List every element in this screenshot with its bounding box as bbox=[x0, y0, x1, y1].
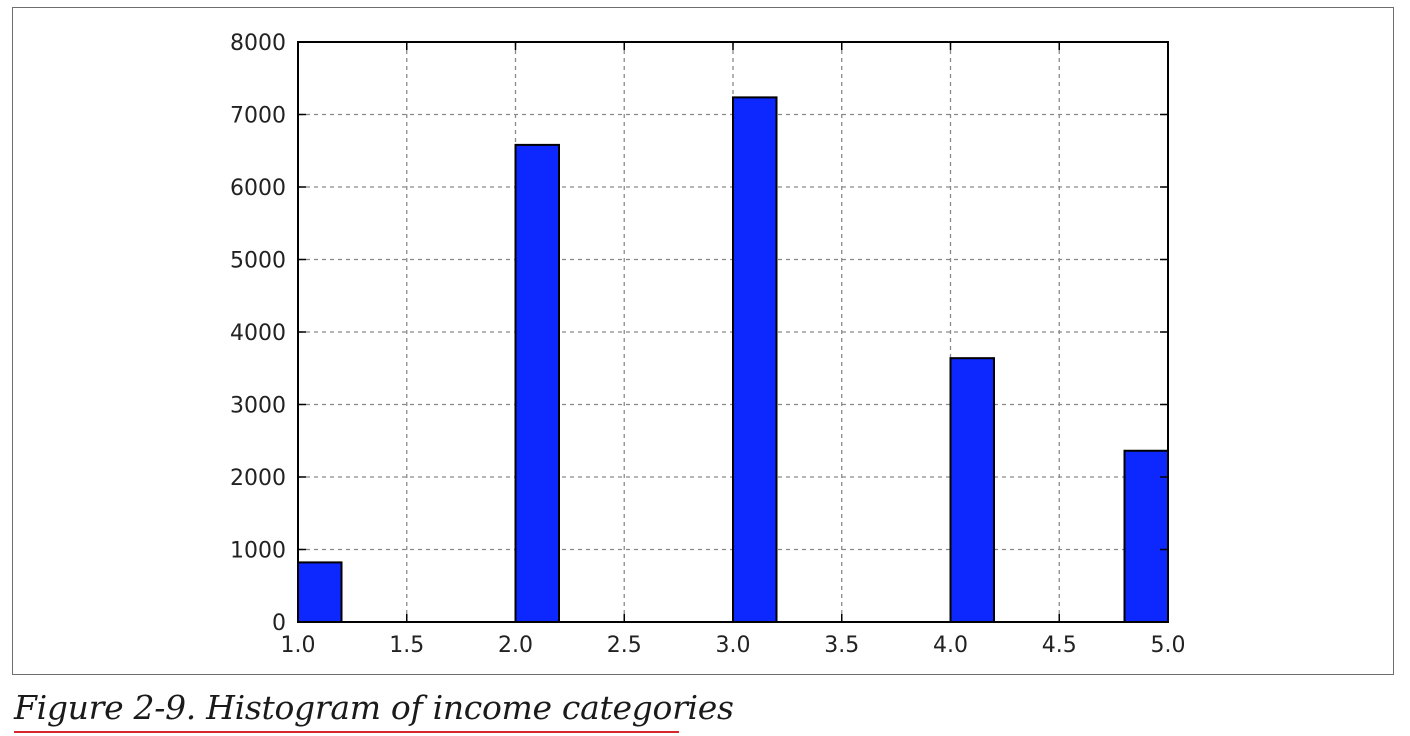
x-tick-label-5: 3.5 bbox=[824, 633, 859, 658]
histogram-bar-1 bbox=[514, 143, 560, 623]
x-tick-label-7: 4.5 bbox=[1042, 633, 1077, 658]
y-tick-label-1: 1000 bbox=[230, 539, 286, 564]
x-tick-label-0: 1.0 bbox=[281, 633, 316, 658]
histogram-bar-2 bbox=[732, 96, 778, 623]
x-tick-labels: 1.0 1.5 2.0 2.5 3.0 3.5 4.0 4.5 5.0 bbox=[281, 633, 1186, 658]
x-tick-label-6: 4.0 bbox=[933, 633, 968, 658]
axes bbox=[297, 41, 1169, 623]
bars bbox=[297, 96, 1169, 624]
y-tick-label-7: 7000 bbox=[230, 104, 286, 129]
y-tick-label-5: 5000 bbox=[230, 249, 286, 274]
y-tick-label-4: 4000 bbox=[230, 321, 286, 346]
x-tick-label-8: 5.0 bbox=[1151, 633, 1186, 658]
y-tick-label-8: 8000 bbox=[230, 31, 286, 56]
caption-underline bbox=[14, 731, 679, 733]
figure-caption: Figure 2-9. Histogram of income categori… bbox=[14, 688, 734, 727]
y-tick-label-2: 2000 bbox=[230, 466, 286, 491]
x-tick-label-2: 2.0 bbox=[498, 633, 533, 658]
histogram-bar-0 bbox=[297, 561, 343, 624]
x-tick-label-3: 2.5 bbox=[607, 633, 642, 658]
x-tick-label-1: 1.5 bbox=[389, 633, 424, 658]
y-tick-label-0: 0 bbox=[272, 611, 286, 636]
histogram-bar-3 bbox=[949, 357, 995, 623]
y-tick-labels: 0 1000 2000 3000 4000 5000 6000 7000 8000 bbox=[230, 31, 286, 636]
y-tick-label-3: 3000 bbox=[230, 394, 286, 419]
y-tick-label-6: 6000 bbox=[230, 176, 286, 201]
x-tick-label-4: 3.0 bbox=[716, 633, 751, 658]
